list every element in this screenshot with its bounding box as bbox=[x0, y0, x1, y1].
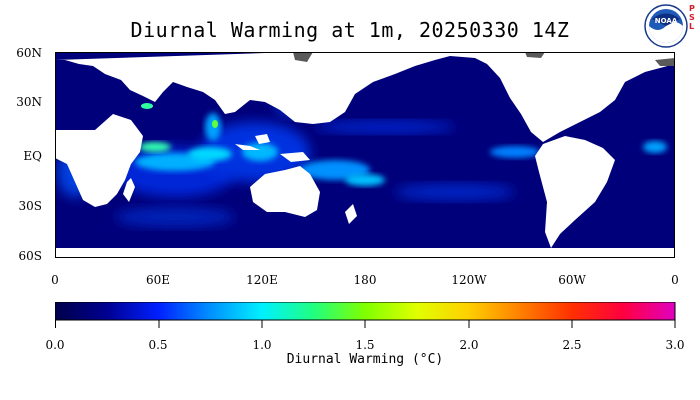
land-new-zealand bbox=[345, 204, 357, 224]
colorbar-tick-label: 1.5 bbox=[355, 338, 375, 352]
warming-patch bbox=[141, 103, 153, 109]
psl-mark: P S L bbox=[689, 4, 698, 31]
colorbar-tick-label: 0.5 bbox=[148, 338, 168, 352]
psl-letter: P bbox=[689, 4, 695, 13]
land-australia bbox=[250, 166, 320, 217]
warming-patch bbox=[490, 146, 540, 158]
warming-patch bbox=[212, 120, 218, 128]
logo-text: NOAA bbox=[655, 17, 678, 25]
colorbar-ramp bbox=[55, 302, 676, 321]
warming-patch bbox=[139, 142, 171, 152]
land-antarctica bbox=[55, 248, 675, 258]
land bbox=[55, 52, 675, 258]
colorbar-tick-label: 2.5 bbox=[562, 338, 582, 352]
lat-label: 30N bbox=[16, 95, 42, 109]
land-south-america bbox=[535, 136, 615, 248]
land-eurasia-namerica bbox=[55, 52, 675, 142]
warming-patch bbox=[300, 160, 370, 180]
land-madagascar bbox=[123, 178, 135, 202]
warming-patch bbox=[345, 174, 385, 186]
warming-patch bbox=[205, 113, 221, 141]
lon-label: 60E bbox=[145, 273, 171, 287]
land-sumatra bbox=[235, 144, 260, 150]
colorbar-tick-label: 0.0 bbox=[45, 338, 65, 352]
lon-label: 120W bbox=[451, 273, 487, 287]
colorbar-tick-label: 3.0 bbox=[665, 338, 685, 352]
map-frame bbox=[55, 52, 675, 258]
warming-patch bbox=[115, 207, 235, 227]
lon-label: 180 bbox=[353, 273, 377, 287]
warming-patch bbox=[315, 121, 455, 133]
land-new-guinea bbox=[280, 152, 310, 162]
psl-letter: L bbox=[689, 22, 695, 31]
ice-patch bbox=[525, 52, 545, 58]
warming-patch bbox=[643, 141, 667, 153]
ice-patch bbox=[655, 58, 675, 66]
lon-label: 60W bbox=[558, 273, 586, 287]
psl-letter: S bbox=[689, 13, 695, 22]
warming-patch bbox=[395, 184, 515, 200]
colorbar bbox=[55, 302, 676, 328]
land-africa bbox=[55, 114, 143, 207]
land-borneo bbox=[255, 134, 270, 144]
colorbar-tick-label: 1.0 bbox=[252, 338, 272, 352]
lat-label: EQ bbox=[23, 149, 42, 163]
sea-ice bbox=[293, 52, 675, 66]
lon-label: 0 bbox=[671, 273, 679, 287]
lat-label: 60N bbox=[16, 46, 42, 60]
colorbar-tick-label: 2.0 bbox=[459, 338, 479, 352]
colorbar-ticks bbox=[55, 320, 676, 328]
lon-label: 120E bbox=[246, 273, 278, 287]
page-title: Diurnal Warming at 1m, 20250330 14Z bbox=[130, 18, 570, 42]
warming-map bbox=[55, 52, 675, 258]
lon-label: 0 bbox=[51, 273, 59, 287]
noaa-logo: NOAA bbox=[644, 4, 688, 52]
lat-label: 60S bbox=[18, 249, 43, 263]
colorbar-title: Diurnal Warming (°C) bbox=[286, 352, 444, 367]
warming-patch bbox=[188, 147, 232, 161]
lat-label: 30S bbox=[18, 199, 43, 213]
ice-patch bbox=[293, 52, 313, 62]
